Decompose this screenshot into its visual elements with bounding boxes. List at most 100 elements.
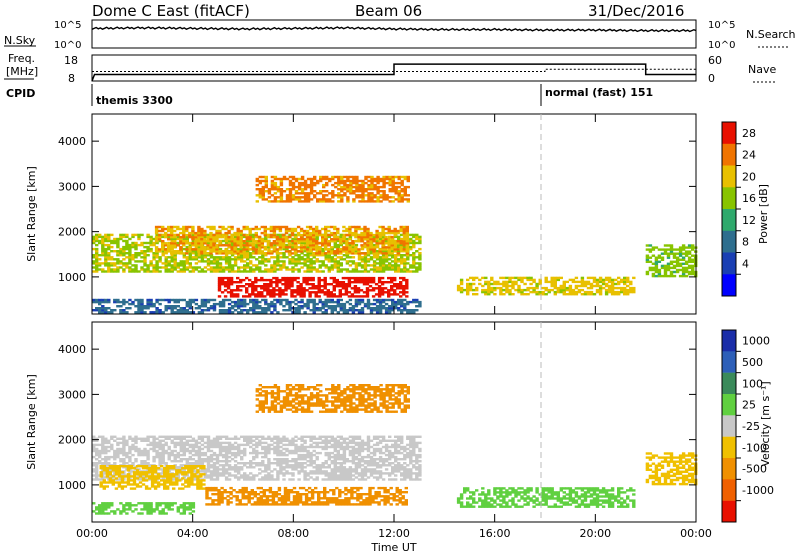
vel-cells-cell-0	[318, 470, 322, 473]
power-cells-cell-1	[200, 227, 204, 231]
power-cells-cell-5	[484, 290, 488, 294]
power-cells-cell-0	[339, 270, 343, 273]
power-cells-cell-0	[122, 247, 126, 251]
vel-cells-cell-0	[309, 445, 313, 449]
power-cells-cell-4	[164, 309, 168, 312]
power-cells-cell-4	[348, 298, 353, 302]
power-cells-cell-0	[152, 258, 156, 261]
power-cells-cell-0	[318, 260, 322, 263]
power-cells-cell-4	[351, 307, 356, 310]
power-cells-cell-2	[320, 291, 324, 294]
power-cells-cell-4	[273, 302, 277, 306]
power-cells-cell-3	[403, 175, 407, 179]
power-cells-cell-1	[402, 240, 406, 243]
power-cells-cell-5	[508, 293, 512, 296]
vel-cells-cell-0	[224, 476, 229, 479]
power-cells-cell-4	[224, 311, 229, 314]
power-cells-cell-0	[258, 256, 262, 259]
power-cells-cell-1	[299, 248, 304, 251]
vel-cells-cell-0	[128, 458, 132, 461]
power-cells-cell-3	[364, 190, 368, 193]
power-cells-cell-4	[143, 305, 147, 308]
power-cells-cell-0	[330, 264, 334, 267]
power-cells-cell-4	[324, 300, 328, 304]
power-cells-cell-1	[239, 242, 243, 245]
power-cells-cell-0	[333, 245, 337, 249]
vel-cells-cell-0	[291, 439, 295, 442]
power-cells-cell-1	[254, 252, 258, 255]
power-cells-cell-0	[409, 245, 413, 249]
power-cells-cell-0	[381, 264, 386, 267]
power-cells-cell-6	[691, 264, 695, 268]
power-cells-cell-3	[297, 198, 302, 201]
power-cells-cell-1	[248, 227, 252, 231]
vel-cells-cell-0	[243, 447, 247, 451]
power-cells-cell-3	[300, 190, 305, 193]
power-cells-cell-3	[279, 177, 284, 181]
power-cells-cell-6	[681, 246, 686, 249]
power-cells-cell-2	[326, 293, 330, 296]
vel-cells-cell-0	[191, 462, 196, 465]
power-cells-cell-3	[385, 177, 389, 181]
power-cells-cell-0	[397, 254, 401, 257]
power-cells-cell-0	[98, 235, 102, 239]
power-cells-cell-2	[217, 283, 222, 286]
power-cells-cell-0	[327, 268, 331, 271]
power-cells-cell-0	[330, 266, 334, 269]
power-cells-cell-4	[146, 307, 150, 310]
power-cells-cell-1	[191, 227, 195, 231]
power-cells-cell-1	[203, 242, 207, 245]
power-cells-cell-1	[348, 231, 352, 235]
vel-cells-cell-0	[315, 445, 319, 449]
vel-cells-cell-0	[309, 464, 313, 467]
vel-cells-cell-0	[240, 468, 244, 471]
power-cells-cell-4	[397, 302, 401, 306]
vel-cells-cell-0	[155, 453, 159, 457]
power-cells-cell-0	[197, 256, 202, 259]
power-colorbar-swatch	[722, 252, 736, 275]
power-cells-cell-0	[122, 239, 126, 243]
power-cells-cell-0	[288, 258, 292, 261]
vel-cells-cell-0	[255, 455, 259, 459]
power-cells-cell-3	[376, 185, 380, 189]
power-cells-cell-5	[617, 282, 621, 286]
power-cells-cell-0	[182, 254, 186, 257]
vel-cells-cell-0	[161, 462, 165, 465]
power-cells-cell-4	[92, 298, 96, 302]
power-cells-cell-0	[95, 235, 99, 239]
power-cells-cell-6	[672, 248, 677, 251]
vel-cells-cell-0	[197, 451, 202, 455]
power-cells-cell-2	[365, 276, 370, 280]
freq-tick-top: 18	[64, 54, 78, 67]
power-cells-cell-1	[333, 240, 337, 243]
power-cells-cell-1	[305, 250, 310, 253]
vel-cells-cell-0	[209, 466, 214, 469]
power-cells-cell-1	[239, 246, 243, 249]
power-cells-cell-3	[285, 177, 290, 181]
power-cells-cell-6	[660, 248, 665, 251]
power-cells-cell-1	[402, 225, 406, 229]
power-cells-cell-3	[337, 192, 341, 195]
power-cells-cell-1	[182, 229, 186, 233]
vel-cells-cell-0	[294, 451, 298, 455]
vel-cells-cell-0	[240, 476, 244, 479]
vel-cells-cell-0	[155, 449, 159, 453]
power-cells-cell-2	[362, 281, 367, 284]
vel-cells-cell-0	[273, 468, 277, 471]
vel-cells-cell-0	[152, 449, 156, 453]
power-cells-cell-5	[535, 293, 539, 296]
power-cells-cell-2	[387, 289, 391, 292]
power-cells-cell-3	[370, 177, 374, 181]
power-cells-cell-6	[675, 270, 680, 274]
vel-cells-cell-0	[131, 439, 135, 442]
power-cells-cell-2	[290, 291, 294, 294]
vel-cells-cell-0	[291, 441, 295, 445]
power-cells-cell-6	[654, 262, 659, 265]
power-cells-cell-4	[288, 305, 292, 308]
vel-cells-cell-0	[215, 466, 220, 469]
power-cells-cell-3	[322, 185, 326, 189]
vel-cells-cell-0	[176, 443, 180, 447]
power-cells-cell-2	[332, 289, 336, 292]
power-cells-cell-2	[393, 289, 397, 292]
